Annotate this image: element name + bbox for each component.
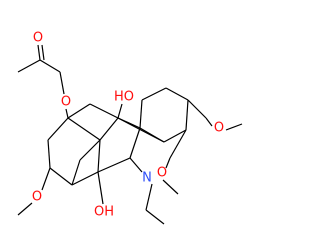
atom-labels: O O HO O O OH N O: [32, 31, 224, 220]
atom-label: N: [142, 171, 152, 186]
atom-label: O: [61, 95, 71, 110]
atom-label: O: [32, 190, 42, 205]
atom-label: O: [157, 166, 167, 181]
bonds: [17, 44, 243, 225]
atom-label: O: [33, 31, 43, 46]
molecule-diagram: O O HO O O OH N O: [17, 31, 243, 225]
atom-label: O: [214, 121, 224, 136]
atom-label: OH: [94, 205, 114, 220]
atom-label: HO: [114, 90, 134, 105]
